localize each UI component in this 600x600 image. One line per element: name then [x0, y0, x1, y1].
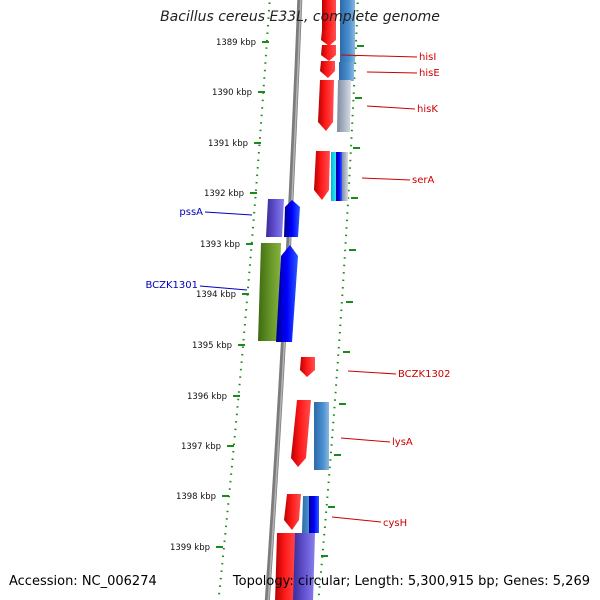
gene-pssA-purple: [266, 199, 284, 237]
scale-tick-label: 1392 kbp: [204, 189, 244, 199]
left-guide-line: [217, 0, 271, 600]
gene-label-leader: [199, 285, 248, 291]
gene-red-bottom: [275, 533, 297, 600]
gene-lysA: [291, 400, 311, 467]
genes-text: Genes: 5,269: [503, 574, 590, 589]
right-guide-line: [317, 0, 359, 600]
gene-features: [258, 0, 355, 600]
scale-tick-label: 1399 kbp: [170, 543, 210, 553]
gene-label[interactable]: pssA: [179, 207, 203, 218]
gene-steel-his: [340, 0, 355, 62]
scale-tick-label: 1395 kbp: [192, 341, 232, 351]
gene-label[interactable]: lysA: [392, 437, 413, 448]
gene-label[interactable]: serA: [412, 175, 434, 186]
gene-serA: [314, 151, 330, 200]
gene-blue-cysH: [309, 496, 319, 533]
gene-label[interactable]: hisK: [417, 104, 438, 115]
gene-BCZK1302: [300, 357, 315, 377]
gene-label-leader: [331, 516, 382, 523]
gene-hisE2-arrow: [320, 61, 335, 78]
gene-label[interactable]: BCZK1301: [145, 280, 198, 291]
gene-gray-serA: [342, 152, 348, 201]
gene-hisE-arrow: [321, 45, 336, 61]
scale-tick-label: 1398 kbp: [176, 492, 216, 502]
accession-text: Accession: NC_006274: [9, 574, 157, 589]
map-title: Bacillus cereus E33L, complete genome: [160, 9, 440, 25]
gene-pssA: [284, 200, 300, 237]
gene-label-leader: [340, 54, 418, 58]
gene-cyan-serA: [331, 152, 337, 201]
genome-summary: Topology: circular; Length: 5,300,915 bp…: [232, 574, 590, 589]
gene-purple-bottom: [293, 533, 315, 600]
gene-steel-lysA: [314, 402, 329, 470]
gene-label[interactable]: hisI: [419, 52, 436, 63]
scale-tick-label: 1391 kbp: [208, 139, 248, 149]
scale-tick-label: 1390 kbp: [212, 88, 252, 98]
gene-blue-serA: [336, 152, 342, 201]
gene-gray-his: [337, 80, 351, 132]
gene-labels: hisI hisE hisK serA pssA BCZK1301 BCZK1302 lysA…: [145, 52, 450, 529]
gene-label[interactable]: cysH: [383, 518, 407, 529]
gene-label-leader: [204, 211, 253, 216]
scale-tick-label: 1389 kbp: [216, 38, 256, 48]
gene-label-leader: [347, 370, 397, 375]
gene-hisI-arrow: [321, 30, 336, 46]
gene-label-leader: [361, 177, 411, 181]
gene-label-leader: [366, 105, 416, 110]
scale-ticks: 1389 kbp 1390 kbp 1391 kbp 1392 kbp 1393 kbp…: [170, 38, 364, 557]
scale-tick-label: 1394 kbp: [196, 290, 236, 300]
gene-label-leader: [340, 437, 391, 443]
gene-label[interactable]: BCZK1302: [398, 369, 451, 380]
gene-label[interactable]: hisE: [419, 68, 440, 79]
length-text: Length: 5,300,915 bp: [354, 574, 495, 589]
scale-tick-label: 1393 kbp: [200, 240, 240, 250]
scale-tick-label: 1397 kbp: [181, 442, 221, 452]
gene-hisK: [318, 80, 334, 131]
gene-label-leader: [366, 71, 418, 74]
gene-BCZK1301-green: [258, 243, 281, 341]
scale-tick-label: 1396 kbp: [187, 392, 227, 402]
gene-BCZK1301: [276, 245, 298, 342]
gene-steel-his2: [339, 62, 354, 81]
gene-red-top: [322, 0, 336, 30]
topology-text: Topology: circular: [232, 574, 346, 589]
gene-cysH: [284, 494, 301, 530]
